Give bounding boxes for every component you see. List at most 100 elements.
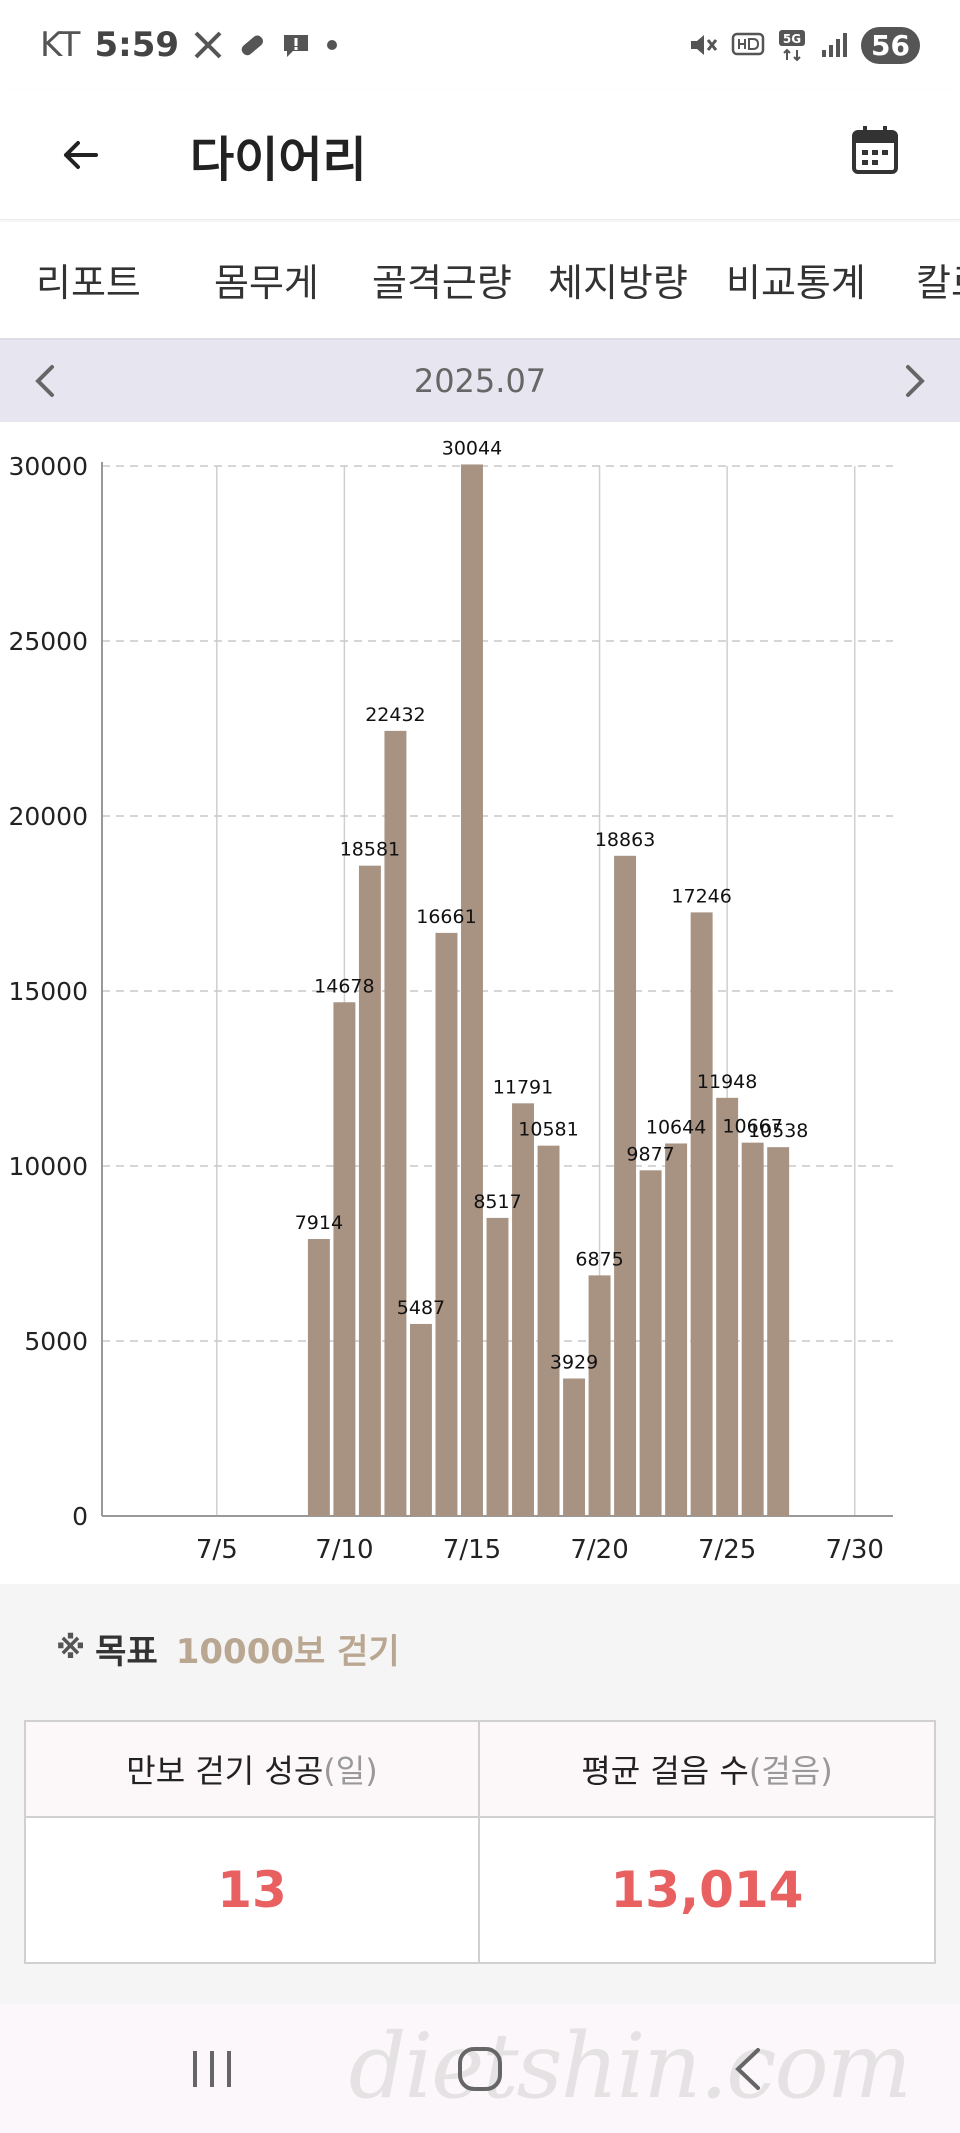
y-tick-label: 15000 — [8, 977, 88, 1006]
bar — [409, 1323, 432, 1516]
y-tick-label: 10000 — [8, 1152, 88, 1181]
pill-icon — [237, 30, 267, 60]
system-nav-bar: dietshin.com — [0, 2004, 960, 2133]
bar — [741, 1142, 764, 1516]
x-tick-label: 7/15 — [443, 1535, 501, 1565]
bar — [384, 730, 407, 1516]
mute-icon — [687, 29, 719, 61]
bar — [486, 1217, 509, 1516]
bar-chart: 0 5000 10000 15000 20000 25000 30000 7/5 7/10 7/1… — [8, 437, 893, 1565]
x-tick-label: 7/10 — [315, 1535, 373, 1565]
y-tick-label: 25000 — [8, 627, 88, 656]
back-nav-button[interactable] — [708, 2034, 788, 2104]
data-label: 30044 — [442, 437, 502, 459]
carrier-label: KT — [40, 25, 81, 65]
steps-chart: 0 5000 10000 15000 20000 25000 30000 7/5 7/10 7/1… — [0, 422, 960, 1584]
data-label: 16661 — [416, 906, 476, 928]
back-arrow-icon — [64, 141, 98, 169]
data-label: 8517 — [473, 1191, 521, 1213]
data-label: 18863 — [595, 829, 655, 851]
success-days-label: 만보 걷기 성공 — [126, 1752, 324, 1790]
data-label: 18581 — [340, 839, 400, 861]
data-label: 14678 — [314, 975, 374, 997]
note-mark: ※ — [56, 1631, 86, 1666]
bar — [333, 1002, 356, 1516]
data-label: 11791 — [493, 1076, 553, 1098]
next-month-button[interactable] — [896, 361, 936, 401]
data-label: 3929 — [550, 1351, 598, 1373]
tab-calorie[interactable]: 칼로 — [916, 261, 960, 305]
data-label: 10644 — [646, 1116, 706, 1138]
tab-report[interactable]: 리포트 — [36, 261, 141, 305]
bar — [614, 855, 637, 1516]
data-label: 10581 — [518, 1119, 578, 1141]
calendar-icon — [852, 126, 898, 174]
bar — [563, 1378, 586, 1516]
bar — [639, 1170, 662, 1516]
avg-steps-value: 13,014 — [610, 1861, 804, 1919]
month-label: 2025.07 — [413, 362, 547, 400]
hd-icon — [731, 31, 765, 59]
tab-compare-stats[interactable]: 비교통계 — [726, 261, 866, 305]
chevron-left-icon — [35, 365, 54, 397]
data-label: 17246 — [671, 885, 731, 907]
home-icon — [458, 2047, 502, 2091]
app-bar: 다이어리 — [0, 90, 960, 220]
tab-bar: 리포트 몸무게 골격근량 체지방량 비교통계 칼로 — [0, 222, 960, 340]
x-tick-label: 7/20 — [570, 1535, 628, 1565]
data-label: 6875 — [575, 1248, 623, 1270]
back-button[interactable] — [50, 125, 110, 185]
data-label: 10538 — [748, 1120, 808, 1142]
y-tick-label: 5000 — [24, 1327, 88, 1356]
y-tick-label: 20000 — [8, 802, 88, 831]
avg-steps-unit: (걸음) — [748, 1752, 833, 1790]
watermark: dietshin.com — [348, 2014, 912, 2119]
prev-month-button[interactable] — [24, 361, 64, 401]
home-button[interactable] — [440, 2034, 520, 2104]
bar — [588, 1275, 611, 1516]
bar — [358, 865, 381, 1516]
tab-body-fat[interactable]: 체지방량 — [548, 261, 688, 305]
month-navigator: 2025.07 — [0, 340, 960, 422]
bar — [665, 1143, 688, 1516]
bar — [767, 1147, 790, 1516]
signal-icon — [819, 30, 849, 60]
alert-icon — [281, 30, 311, 60]
x-tick-label: 7/30 — [826, 1535, 884, 1565]
dot-icon — [325, 38, 339, 52]
clock: 5:59 — [94, 25, 180, 65]
chevron-right-icon — [906, 365, 925, 397]
bar — [307, 1239, 330, 1516]
bar — [537, 1145, 560, 1516]
battery-icon: 56 — [861, 26, 920, 64]
y-tick-label: 0 — [72, 1502, 88, 1531]
goal-line: ※ 목표 10000보 걷기 — [56, 1624, 400, 1673]
data-label: 5487 — [397, 1297, 445, 1319]
bar — [716, 1097, 739, 1516]
5g-icon: 5G — [777, 28, 807, 62]
bar — [512, 1103, 534, 1516]
page-title: 다이어리 — [190, 132, 367, 188]
recent-apps-button[interactable] — [172, 2034, 252, 2104]
goal-value: 10000보 걷기 — [175, 1632, 400, 1672]
y-tick-label: 30000 — [8, 452, 88, 481]
tab-muscle-mass[interactable]: 골격근량 — [372, 261, 512, 305]
success-days-value: 13 — [26, 1818, 480, 1962]
data-label: 22432 — [365, 704, 425, 726]
data-label: 10667 — [722, 1116, 782, 1138]
goal-label: 목표 — [95, 1632, 158, 1672]
calendar-button[interactable] — [840, 115, 910, 185]
status-right: 5G 56 — [687, 26, 920, 64]
x-tick-label: 7/25 — [698, 1535, 756, 1565]
status-bar: KT 5:59 5G 56 — [0, 0, 960, 90]
bar — [690, 912, 713, 1516]
tab-weight[interactable]: 몸무게 — [214, 261, 319, 305]
bar — [435, 932, 458, 1516]
data-label: 11948 — [697, 1071, 757, 1093]
avg-steps-header: 평균 걸음 수 (걸음) — [480, 1722, 934, 1818]
x-tick-label: 7/5 — [196, 1535, 238, 1565]
data-label: 7914 — [295, 1212, 343, 1234]
avg-steps-label: 평균 걸음 수 — [581, 1752, 749, 1790]
svg-text:5G: 5G — [783, 32, 801, 46]
x-logo-icon — [193, 30, 223, 60]
